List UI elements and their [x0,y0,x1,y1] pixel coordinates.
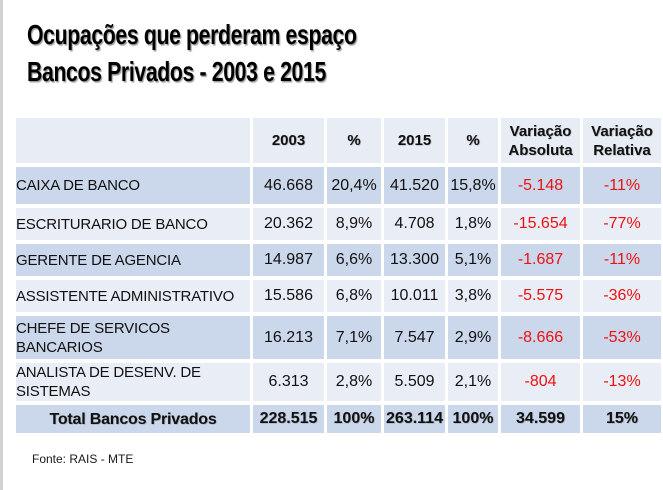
pct-2015-cell: 5,1% [448,244,501,280]
column-header-pct-2015: % [448,118,501,167]
column-header-variacao-relativa: Variação Relativa [583,118,661,167]
occupation-cell: GERENTE DE AGENCIA [16,244,253,280]
value-2003-cell: 6.313 [253,363,327,405]
pct-2003-cell: 20,4% [327,167,384,208]
table-row: CHEFE DE SERVICOS BANCARIOS 16.213 7,1% … [16,316,661,363]
value-2003-cell: 15.586 [253,280,327,316]
total-pct-2003-cell: 100% [327,405,384,437]
occupation-cell: ASSISTENTE ADMINISTRATIVO [16,280,253,316]
pct-2015-cell: 15,8% [448,167,501,208]
value-2003-cell: 14.987 [253,244,327,280]
table-row: ESCRITURARIO DE BANCO 20.362 8,9% 4.708 … [16,208,661,244]
value-2015-cell: 10.011 [384,280,448,316]
column-header-2003: 2003 [253,118,327,167]
pct-2003-cell: 8,9% [327,208,384,244]
table-total-row: Total Bancos Privados 228.515 100% 263.1… [16,405,661,437]
pct-2003-cell: 7,1% [327,316,384,363]
variacao-relativa-cell: -11% [583,167,661,208]
pct-2003-cell: 6,8% [327,280,384,316]
variacao-relativa-cell: -36% [583,280,661,316]
total-pct-2015-cell: 100% [448,405,501,437]
total-variacao-absoluta-cell: 34.599 [501,405,583,437]
value-2015-cell: 13.300 [384,244,448,280]
slide-title-line2: Bancos Privados - 2003 e 2015 [27,56,326,87]
column-header-pct-2003: % [327,118,384,167]
table-row: CAIXA DE BANCO 46.668 20,4% 41.520 15,8%… [16,167,661,208]
table-row: ANALISTA DE DESENV. DE SISTEMAS 6.313 2,… [16,363,661,405]
source-note: Fonte: RAIS - MTE [32,452,134,466]
occupation-cell: CAIXA DE BANCO [16,167,253,208]
column-header-variacao-absoluta: Variação Absoluta [501,118,583,167]
variacao-relativa-cell: -11% [583,244,661,280]
table-row: ASSISTENTE ADMINISTRATIVO 15.586 6,8% 10… [16,280,661,316]
total-variacao-relativa-cell: 15% [583,405,661,437]
occupations-table: 2003 % 2015 % Variação Absoluta Variação… [16,118,661,437]
pct-2003-cell: 2,8% [327,363,384,405]
value-2015-cell: 41.520 [384,167,448,208]
column-header-2015: 2015 [384,118,448,167]
pct-2015-cell: 2,1% [448,363,501,405]
occupation-cell: ESCRITURARIO DE BANCO [16,208,253,244]
pct-2015-cell: 2,9% [448,316,501,363]
value-2015-cell: 5.509 [384,363,448,405]
slide-title: Ocupações que perderam espaço Bancos Pri… [27,16,357,90]
pct-2003-cell: 6,6% [327,244,384,280]
variacao-relativa-cell: -13% [583,363,661,405]
variacao-absoluta-cell: -8.666 [501,316,583,363]
variacao-absoluta-cell: -5.148 [501,167,583,208]
slide-title-line1: Ocupações que perderam espaço [27,19,357,50]
occupation-cell: ANALISTA DE DESENV. DE SISTEMAS [16,363,253,405]
variacao-absoluta-cell: -1.687 [501,244,583,280]
total-label-cell: Total Bancos Privados [16,405,253,437]
table-header-row: 2003 % 2015 % Variação Absoluta Variação… [16,118,661,167]
variacao-relativa-cell: -77% [583,208,661,244]
value-2003-cell: 20.362 [253,208,327,244]
pct-2015-cell: 3,8% [448,280,501,316]
total-2015-cell: 263.114 [384,405,448,437]
pct-2015-cell: 1,8% [448,208,501,244]
column-header-occupation [16,118,253,167]
value-2003-cell: 46.668 [253,167,327,208]
variacao-absoluta-cell: -15.654 [501,208,583,244]
table-row: GERENTE DE AGENCIA 14.987 6,6% 13.300 5,… [16,244,661,280]
occupation-cell: CHEFE DE SERVICOS BANCARIOS [16,316,253,363]
total-2003-cell: 228.515 [253,405,327,437]
value-2015-cell: 4.708 [384,208,448,244]
variacao-absoluta-cell: -5.575 [501,280,583,316]
value-2003-cell: 16.213 [253,316,327,363]
value-2015-cell: 7.547 [384,316,448,363]
variacao-relativa-cell: -53% [583,316,661,363]
slide-left-edge-border [0,0,3,490]
variacao-absoluta-cell: -804 [501,363,583,405]
